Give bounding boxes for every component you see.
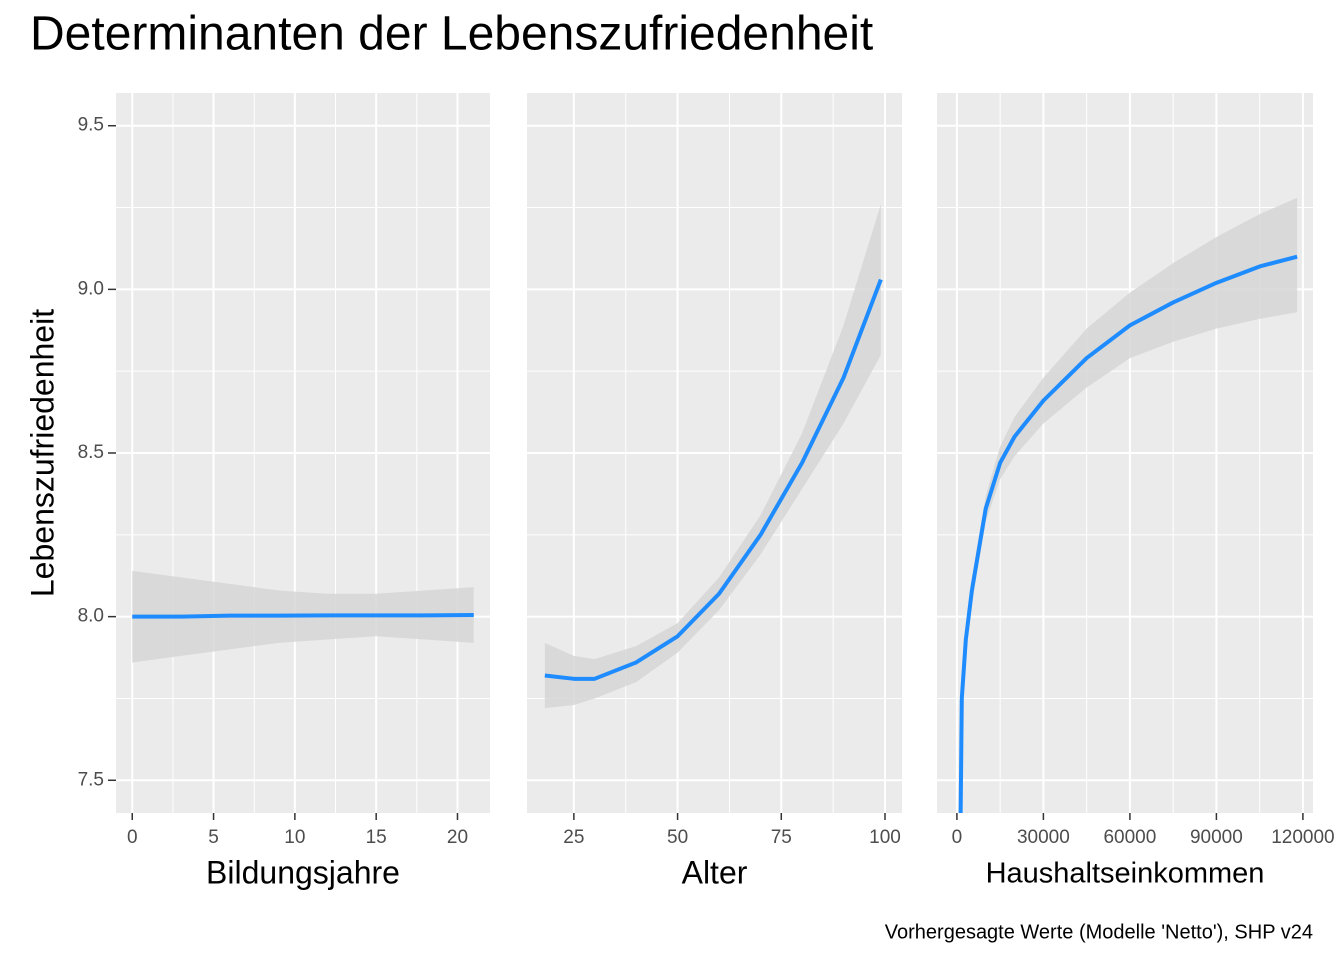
x-tick-label: 0: [952, 827, 963, 848]
plot-area: [132, 570, 474, 663]
y-tick-label: 9.5: [78, 115, 104, 136]
plot-area: [544, 204, 883, 709]
y-tick-label: 8.0: [78, 606, 104, 627]
x-tick-label: 90000: [1190, 827, 1243, 848]
x-tick-label: 20: [447, 827, 468, 848]
plot-area: [958, 197, 1298, 813]
x-tick-label: 10: [284, 827, 305, 848]
line: [132, 613, 474, 619]
x-axis-label: Bildungsjahre: [206, 854, 400, 890]
x-tick-label: 75: [771, 827, 792, 848]
line: [544, 278, 883, 681]
x-tick-label: 25: [563, 827, 584, 848]
x-tick-label: 5: [208, 827, 219, 848]
line: [958, 254, 1298, 813]
x-tick-label: 100: [869, 827, 901, 848]
y-tick-label: 9.0: [78, 278, 104, 299]
y-tick-label: 8.5: [78, 442, 104, 463]
confidence-band: [544, 204, 881, 709]
x-tick-label: 50: [667, 827, 688, 848]
confidence-band: [960, 197, 1298, 813]
x-axis-label: Haushaltseinkommen: [986, 858, 1265, 890]
x-tick-label: 60000: [1103, 827, 1156, 848]
x-tick-label: 120000: [1271, 827, 1334, 848]
x-tick-label: 30000: [1017, 827, 1070, 848]
y-tick-label: 7.5: [78, 769, 104, 790]
x-tick-label: 0: [127, 827, 138, 848]
x-axis-label: Alter: [682, 854, 748, 890]
caption: Vorhergesagte Werte (Modelle 'Netto'), S…: [885, 921, 1313, 943]
y-axis-label: Lebenszufriedenheit: [24, 309, 60, 597]
x-tick-label: 15: [366, 827, 387, 848]
chart-title: Determinanten der Lebenszufriedenheit: [30, 8, 873, 61]
